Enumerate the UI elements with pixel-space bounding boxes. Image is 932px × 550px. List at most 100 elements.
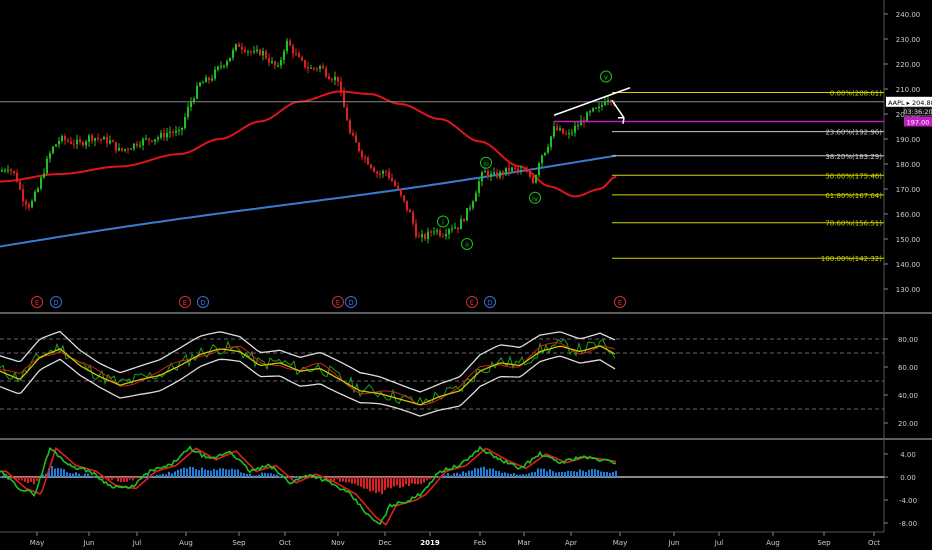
price-tick-label: 180.00 [896,161,921,169]
candle-body [574,125,576,133]
momentum-histogram-bar [423,477,425,483]
wave-label-circle [480,156,492,169]
momentum-histogram-bar [261,472,263,477]
candle-body [10,169,12,171]
candle-body [520,169,522,171]
momentum-histogram-bar [456,472,458,477]
momentum-histogram-bar [174,471,176,477]
momentum-histogram-bar [393,477,395,487]
momentum-histogram-bar [147,475,149,477]
earnings-marker [614,296,626,308]
momentum-histogram-bar [18,477,20,481]
candle-body [517,168,519,171]
momentum-histogram-bar [402,477,404,487]
candle-body [277,65,279,67]
momentum-signal-line [0,446,617,526]
rsi-tick-label: 80.00 [898,336,918,344]
momentum-histogram-bar [84,473,86,477]
candle-body [559,128,561,131]
candle-body [403,195,405,201]
candle-body [472,201,474,208]
momentum-histogram-bar [303,477,305,478]
candle-body [196,85,198,99]
rsi-tick-label: 60.00 [898,364,918,372]
momentum-histogram-bar [357,477,359,486]
momentum-histogram-bar [306,476,308,478]
candle-body [106,137,108,144]
momentum-line [0,445,617,526]
candle-body [181,127,183,131]
time-axis[interactable]: May Jun Jul Aug Sep Oct Nov Dec 2019 Feb Mar Apr May… [30,532,881,547]
candle-body [529,171,531,177]
candle-body [61,136,63,141]
candle-body [1,170,3,172]
momentum-histogram-bar [267,473,269,477]
candle-body [178,130,180,132]
wave-label: ii [465,241,469,249]
rsi-pane[interactable] [0,330,884,417]
candle-body [481,172,483,182]
momentum-histogram-bar [144,475,146,477]
momentum-histogram-bar [24,477,26,482]
price-tick-label: 130.00 [896,286,921,294]
momentum-histogram-bar [0,476,2,478]
candle-body [580,120,582,126]
rsi-tick-label: 20.00 [898,420,918,428]
momentum-histogram-bar [30,477,32,482]
candle-body [148,138,150,141]
candle-body [19,181,21,190]
momentum-histogram-bar [411,477,413,484]
fib-level-label: 50.00%(175.46) [825,172,882,180]
momentum-tick-label: -8.00 [899,520,917,528]
momentum-histogram-bar [372,477,374,491]
dividend-marker [345,296,357,308]
momentum-histogram-bar [591,469,593,477]
candle-body [274,61,276,66]
momentum-histogram-bar [387,477,389,488]
momentum-histogram-bar [597,470,599,477]
momentum-histogram-bar [495,470,497,477]
candle-body [208,77,210,81]
candle-body [562,128,564,134]
candle-body [289,40,291,46]
candle-body [451,228,453,230]
candle-body [370,164,372,168]
candle-body [442,235,444,237]
earnings-marker [466,296,478,308]
momentum-histogram-bar [63,469,65,477]
wave-label: iii [483,160,489,168]
momentum-histogram-bar [252,475,254,477]
earnings-marker [179,296,191,308]
momentum-histogram-bar [390,477,392,489]
candle-body [334,76,336,81]
fib-level-label: 100.00%(142.32) [821,255,882,263]
magenta-price-badge-text: 197.00 [907,119,930,127]
momentum-histogram-bar [510,474,512,477]
candle-body [145,138,147,140]
momentum-histogram-bar [399,477,401,488]
candle-body [439,230,441,236]
price-axis[interactable]: 240.00230.00220.00210.00200.00190.00180.… [884,11,932,528]
dividend-marker [197,296,209,308]
momentum-pane[interactable] [0,445,884,526]
momentum-histogram-bar [180,468,182,477]
momentum-histogram-bar [546,471,548,477]
candle-body [355,135,357,143]
candle-body [67,140,69,142]
candle-body [595,108,597,109]
momentum-histogram-bar [198,470,200,477]
momentum-histogram-bar [594,469,596,477]
momentum-histogram-bar [162,473,164,477]
momentum-histogram-bar [129,477,131,480]
momentum-histogram-bar [444,475,446,477]
price-pane[interactable]: 0.00%(208.61) 23.60%(192.96) 38.20%(183.29… [0,0,932,533]
candle-body [493,172,495,174]
candle-body [118,148,120,151]
momentum-histogram-bar [366,477,368,489]
candle-body [115,142,117,151]
momentum-histogram-bar [540,468,542,477]
momentum-histogram-bar [588,469,590,477]
candle-body [241,46,243,50]
price-tick-label: 160.00 [896,211,921,219]
